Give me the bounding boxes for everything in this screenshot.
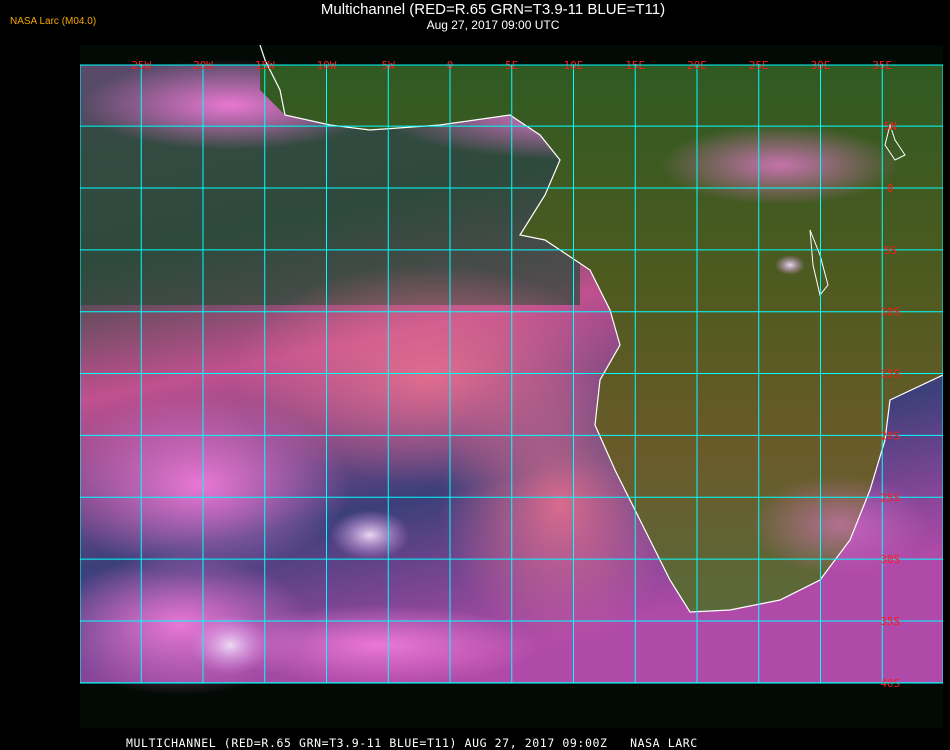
lake-coastline [809, 123, 906, 297]
footer-caption: MULTICHANNEL (RED=R.65 GRN=T3.9-11 BLUE=… [126, 736, 698, 750]
latitude-label: 30S [880, 553, 900, 566]
image-title: Multichannel (RED=R.65 GRN=T3.9-11 BLUE=… [320, 1, 666, 18]
latitude-label: 20S [880, 429, 900, 442]
latitude-label: 25S [880, 491, 900, 504]
latitude-label: 0 [887, 182, 894, 195]
organization-label: NASA Larc (M04.0) [10, 16, 97, 27]
latitude-label: 15S [880, 368, 900, 381]
latitude-label: 10S [880, 306, 900, 319]
map-border [80, 64, 943, 684]
image-timestamp: Aug 27, 2017 09:00 UTC [426, 18, 560, 32]
satellite-map: 25W 20W 15W 10W 5W 0 5E 10E 15E 20E 25E 30E 35E5N05S… [80, 45, 943, 728]
latitude-label: 35S [880, 615, 900, 628]
latitude-label: 5N [884, 120, 897, 133]
latitude-label: 5S [884, 244, 897, 257]
lat-lon-grid: 25W 20W 15W 10W 5W 0 5E 10E 15E 20E 25E 30E 35E5N05S… [80, 59, 943, 690]
